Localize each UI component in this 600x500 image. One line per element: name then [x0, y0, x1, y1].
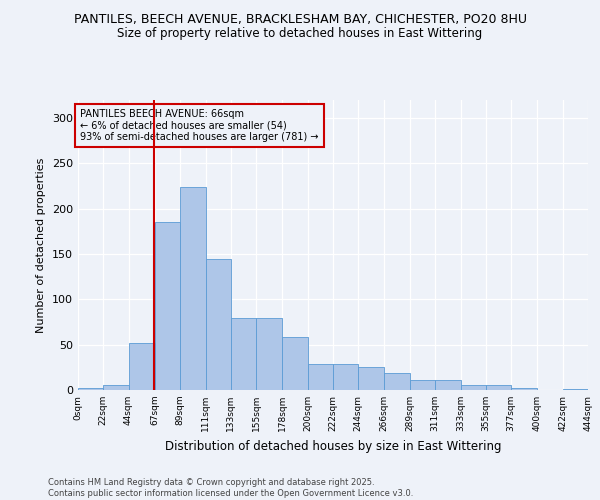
- Bar: [486, 384, 511, 390]
- Bar: [231, 318, 256, 390]
- X-axis label: Distribution of detached houses by size in East Wittering: Distribution of detached houses by size …: [165, 440, 501, 452]
- Bar: [155, 222, 180, 390]
- Bar: [588, 389, 600, 390]
- Bar: [563, 389, 588, 390]
- Bar: [205, 258, 231, 390]
- Bar: [435, 380, 461, 390]
- Bar: [308, 364, 333, 390]
- Text: PANTILES BEECH AVENUE: 66sqm
← 6% of detached houses are smaller (54)
93% of sem: PANTILES BEECH AVENUE: 66sqm ← 6% of det…: [80, 109, 319, 142]
- Bar: [333, 364, 358, 390]
- Text: PANTILES, BEECH AVENUE, BRACKLESHAM BAY, CHICHESTER, PO20 8HU: PANTILES, BEECH AVENUE, BRACKLESHAM BAY,…: [74, 12, 527, 26]
- Bar: [410, 380, 435, 390]
- Text: Size of property relative to detached houses in East Wittering: Size of property relative to detached ho…: [118, 28, 482, 40]
- Bar: [180, 187, 205, 390]
- Bar: [283, 338, 308, 390]
- Y-axis label: Number of detached properties: Number of detached properties: [37, 158, 46, 332]
- Bar: [383, 373, 410, 390]
- Bar: [103, 384, 128, 390]
- Bar: [358, 368, 383, 390]
- Bar: [128, 343, 155, 390]
- Bar: [511, 388, 538, 390]
- Bar: [461, 384, 486, 390]
- Text: Contains HM Land Registry data © Crown copyright and database right 2025.
Contai: Contains HM Land Registry data © Crown c…: [48, 478, 413, 498]
- Bar: [256, 318, 283, 390]
- Bar: [78, 388, 103, 390]
